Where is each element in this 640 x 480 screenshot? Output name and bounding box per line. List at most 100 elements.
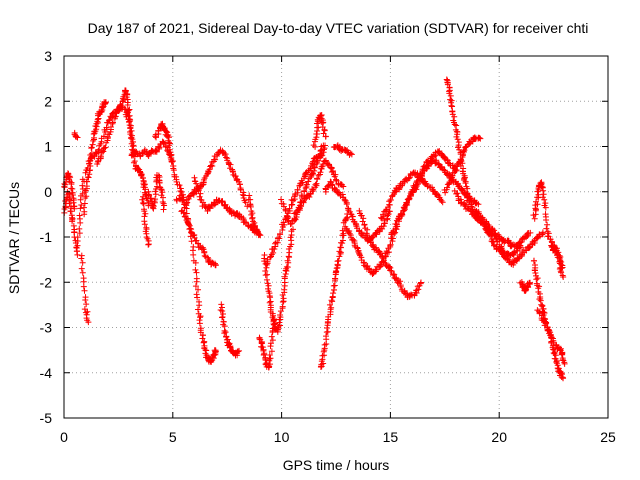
data-point bbox=[279, 226, 286, 233]
data-point bbox=[212, 261, 219, 268]
data-point bbox=[222, 329, 229, 336]
data-point bbox=[533, 206, 540, 213]
data-point bbox=[330, 168, 337, 175]
data-point bbox=[145, 191, 152, 198]
data-point bbox=[282, 207, 289, 214]
y-axis-ticks: 3 2 1 0 -1 -2 -3 -4 -5 bbox=[40, 48, 608, 426]
data-point bbox=[417, 279, 424, 286]
data-point bbox=[517, 239, 524, 246]
data-point bbox=[542, 204, 549, 211]
data-point bbox=[408, 291, 415, 298]
data-point bbox=[298, 192, 305, 199]
data-point bbox=[272, 240, 279, 247]
data-point bbox=[522, 287, 529, 294]
data-point bbox=[462, 192, 469, 199]
data-point bbox=[102, 99, 109, 106]
data-point bbox=[220, 318, 227, 325]
y-tick-label: 2 bbox=[44, 93, 52, 109]
data-point bbox=[540, 317, 547, 324]
data-point bbox=[139, 200, 146, 207]
data-point bbox=[447, 177, 454, 184]
data-point bbox=[81, 200, 88, 207]
data-point bbox=[259, 344, 266, 351]
data-point bbox=[61, 206, 68, 213]
data-point bbox=[475, 201, 482, 208]
data-point bbox=[539, 194, 546, 201]
y-tick-label: -2 bbox=[40, 274, 53, 290]
data-point bbox=[126, 118, 133, 125]
data-point bbox=[491, 227, 498, 234]
data-point bbox=[197, 314, 204, 321]
data-point bbox=[285, 253, 292, 260]
x-tick-label: 25 bbox=[600, 429, 616, 445]
data-point bbox=[544, 221, 551, 228]
data-point bbox=[388, 267, 395, 274]
series-pass-34 bbox=[443, 76, 471, 192]
data-point bbox=[145, 241, 152, 248]
data-point bbox=[294, 207, 301, 214]
data-point bbox=[454, 190, 461, 197]
data-point bbox=[85, 319, 92, 326]
data-point bbox=[476, 134, 483, 141]
y-tick-label: -4 bbox=[40, 365, 53, 381]
data-point bbox=[248, 211, 255, 218]
data-point bbox=[237, 181, 244, 188]
data-point bbox=[399, 211, 406, 218]
data-point bbox=[402, 202, 409, 209]
data-point bbox=[444, 184, 451, 191]
data-point bbox=[414, 177, 421, 184]
data-point bbox=[186, 222, 193, 229]
data-point bbox=[448, 102, 455, 109]
data-point bbox=[454, 136, 461, 143]
x-tick-label: 5 bbox=[169, 429, 177, 445]
data-point bbox=[176, 182, 183, 189]
data-point bbox=[62, 181, 69, 188]
series-pass-27 bbox=[322, 178, 393, 245]
data-point bbox=[361, 221, 368, 228]
data-point bbox=[561, 360, 568, 367]
data-point bbox=[317, 169, 324, 176]
data-point bbox=[262, 272, 269, 279]
data-point bbox=[180, 197, 187, 204]
data-point bbox=[547, 329, 554, 336]
data-point bbox=[212, 347, 219, 354]
x-tick-label: 0 bbox=[60, 429, 68, 445]
data-point bbox=[313, 180, 320, 187]
data-point bbox=[154, 183, 161, 190]
data-point bbox=[294, 186, 301, 193]
data-point bbox=[196, 193, 203, 200]
data-point bbox=[350, 236, 357, 243]
data-point bbox=[559, 351, 566, 358]
data-point bbox=[266, 299, 273, 306]
data-point bbox=[193, 278, 200, 285]
data-point bbox=[196, 302, 203, 309]
data-point bbox=[267, 294, 274, 301]
data-point bbox=[84, 164, 91, 171]
data-point bbox=[301, 187, 308, 194]
data-point bbox=[305, 178, 312, 185]
data-point bbox=[360, 215, 367, 222]
data-point bbox=[208, 162, 215, 169]
data-point bbox=[255, 231, 262, 238]
data-point bbox=[81, 306, 88, 313]
data-point bbox=[127, 135, 134, 142]
data-point bbox=[291, 210, 298, 217]
data-point bbox=[192, 259, 199, 266]
data-point bbox=[543, 217, 550, 224]
x-axis-label: GPS time / hours bbox=[283, 457, 390, 473]
data-point bbox=[190, 251, 197, 258]
data-point bbox=[276, 235, 283, 242]
data-point bbox=[534, 275, 541, 282]
data-point bbox=[78, 201, 85, 208]
data-point bbox=[443, 76, 450, 83]
data-point bbox=[108, 123, 115, 130]
data-point bbox=[317, 113, 324, 120]
series-pass-09 bbox=[124, 107, 152, 209]
data-point bbox=[201, 249, 208, 256]
data-point bbox=[80, 283, 87, 290]
data-point bbox=[117, 101, 124, 108]
data-point bbox=[527, 229, 534, 236]
series-pass-35 bbox=[441, 134, 484, 196]
data-point bbox=[249, 215, 256, 222]
y-tick-label: 0 bbox=[44, 184, 52, 200]
